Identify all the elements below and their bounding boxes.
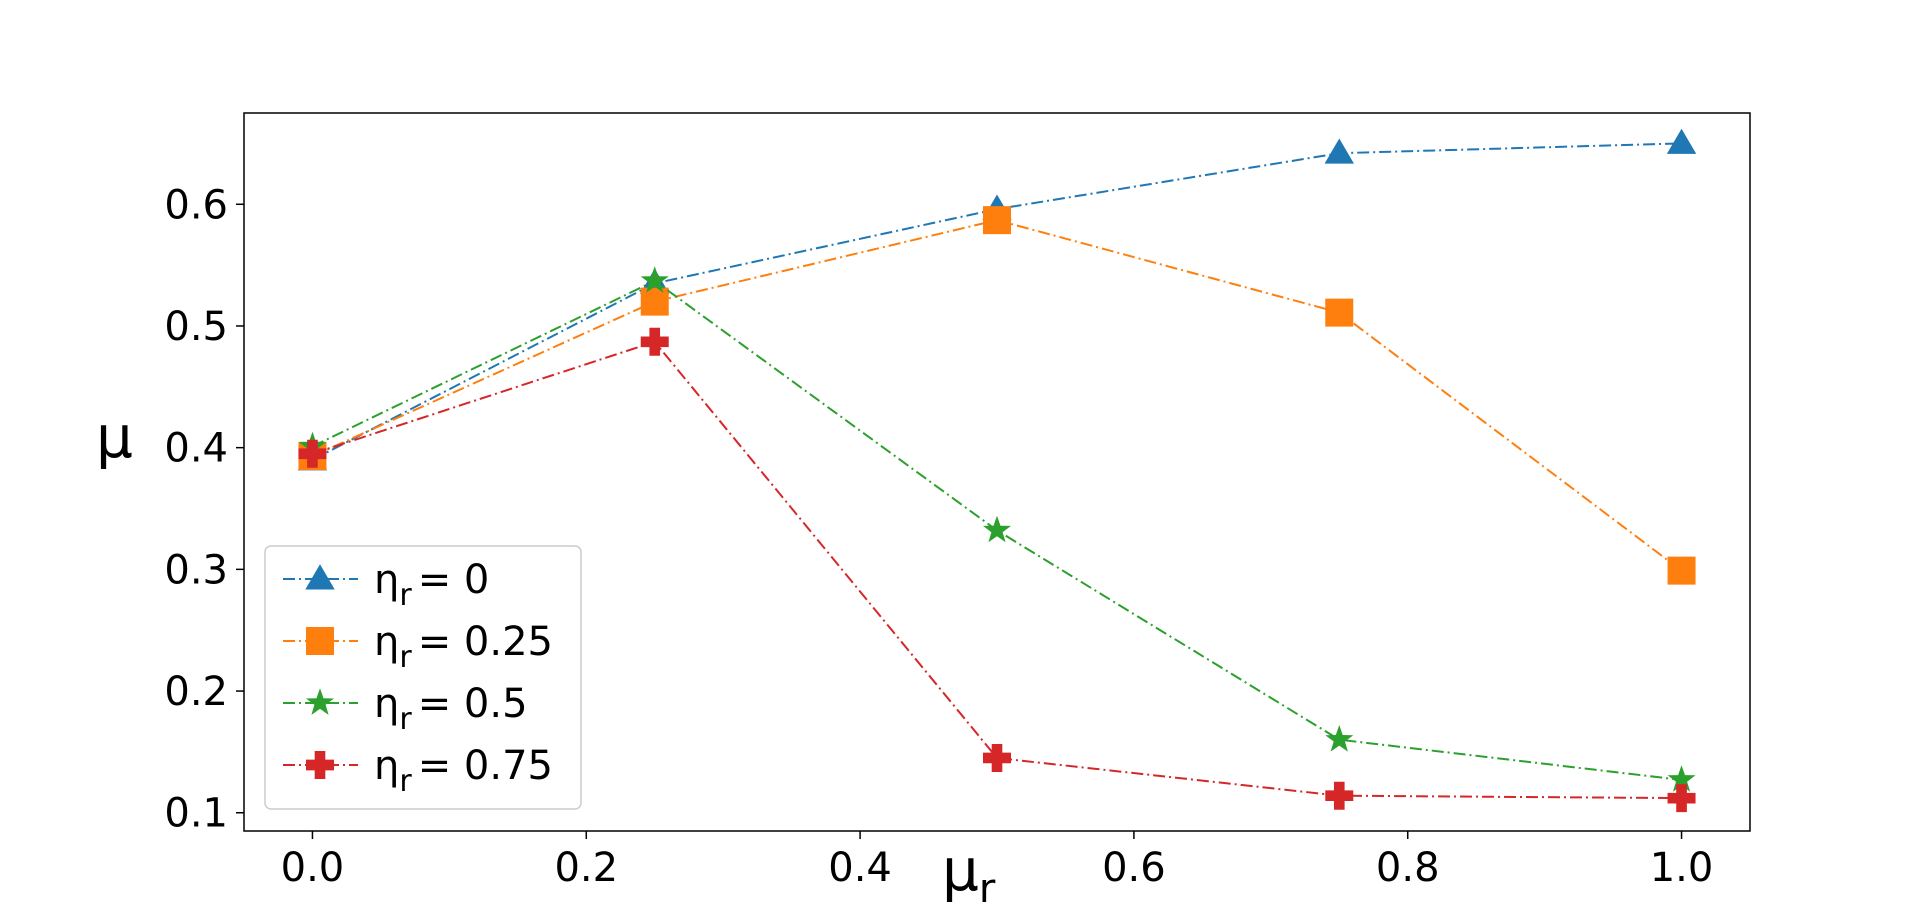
y-tick-label: 0.2	[164, 669, 228, 715]
legend-label: ηr = 0.25	[374, 619, 553, 675]
y-tick-label: 0.5	[164, 304, 228, 350]
legend-marker	[306, 688, 334, 715]
data-point	[1325, 781, 1354, 810]
x-axis-label: μr	[942, 836, 996, 912]
legend-entry: ηr = 0	[283, 557, 489, 613]
data-point	[1667, 765, 1696, 792]
legend-entry: ηr = 0.25	[283, 619, 553, 675]
x-tick-label: 0.8	[1376, 845, 1440, 891]
y-tick-label: 0.1	[164, 791, 228, 837]
data-point	[1324, 138, 1354, 164]
y-axis: 0.1 0.2 0.3 0.4 0.5 0.6	[164, 182, 244, 837]
y-tick-label: 0.6	[164, 182, 228, 228]
data-point	[1666, 128, 1697, 154]
series-1	[297, 128, 1697, 471]
data-point	[640, 287, 669, 316]
legend-label: ηr = 0.75	[374, 743, 553, 799]
series-4	[298, 327, 1696, 813]
plot-frame	[243, 112, 1751, 832]
x-tick-label: 0.4	[828, 845, 892, 891]
legend-box	[264, 545, 582, 810]
plot-area	[297, 128, 1697, 813]
legend-marker	[306, 751, 334, 779]
series-line	[312, 142, 1682, 461]
legend-label: ηr = 0.5	[374, 681, 528, 737]
data-point	[1325, 725, 1354, 752]
data-point	[1325, 298, 1354, 327]
series-2	[298, 206, 1696, 585]
legend-entry: ηr = 0.5	[283, 681, 528, 737]
x-tick-label: 0.2	[554, 845, 618, 891]
data-point	[1667, 556, 1696, 585]
legend-entry: ηr = 0.75	[283, 743, 553, 799]
legend-marker	[305, 564, 335, 590]
data-point	[983, 743, 1011, 772]
data-point	[983, 515, 1011, 543]
x-axis: 0.0 0.2 0.4 0.6 0.8 1.0	[281, 831, 1714, 891]
x-tick-label: 0.0	[281, 845, 345, 891]
y-tick-label: 0.4	[164, 426, 228, 472]
data-point	[1667, 784, 1696, 813]
data-point	[983, 206, 1011, 235]
data-point	[640, 266, 669, 293]
data-point	[298, 439, 327, 468]
y-axis-label: μ	[96, 403, 133, 471]
legend-label: ηr = 0	[374, 557, 489, 613]
y-tick-label: 0.3	[164, 547, 228, 593]
data-point	[640, 327, 669, 356]
legend: ηr = 0 ηr = 0.25 ηr = 0.5 ηr = 0.75	[264, 545, 582, 810]
x-tick-label: 1.0	[1650, 845, 1714, 891]
legend-marker	[306, 627, 334, 655]
x-tick-label: 0.6	[1102, 845, 1166, 891]
